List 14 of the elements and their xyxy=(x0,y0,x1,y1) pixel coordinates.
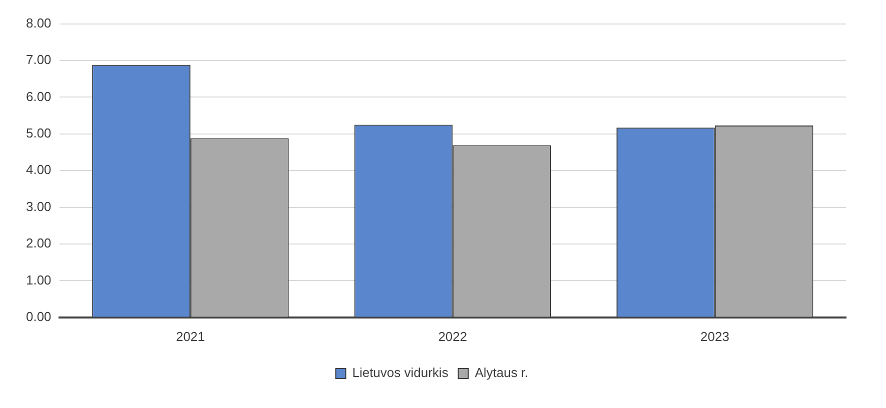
y-tick-label: 0.00 xyxy=(26,308,52,324)
y-tick-label: 1.00 xyxy=(26,272,52,288)
y-tick-label: 8.00 xyxy=(26,15,52,30)
y-tick-label: 7.00 xyxy=(26,52,52,68)
y-tick-label: 3.00 xyxy=(26,198,52,214)
x-tick-label: 2022 xyxy=(438,328,468,344)
legend-label: Alytaus r. xyxy=(474,365,528,380)
legend-label: Lietuvos vidurkis xyxy=(352,365,449,380)
x-tick-label: 2021 xyxy=(176,328,205,344)
x-tick-label: 2023 xyxy=(700,328,730,344)
y-tick-label: 2.00 xyxy=(26,236,52,251)
y-tick-label: 6.00 xyxy=(26,88,52,104)
y-tick-label: 4.00 xyxy=(26,162,52,178)
y-tick-label: 5.00 xyxy=(26,125,52,140)
